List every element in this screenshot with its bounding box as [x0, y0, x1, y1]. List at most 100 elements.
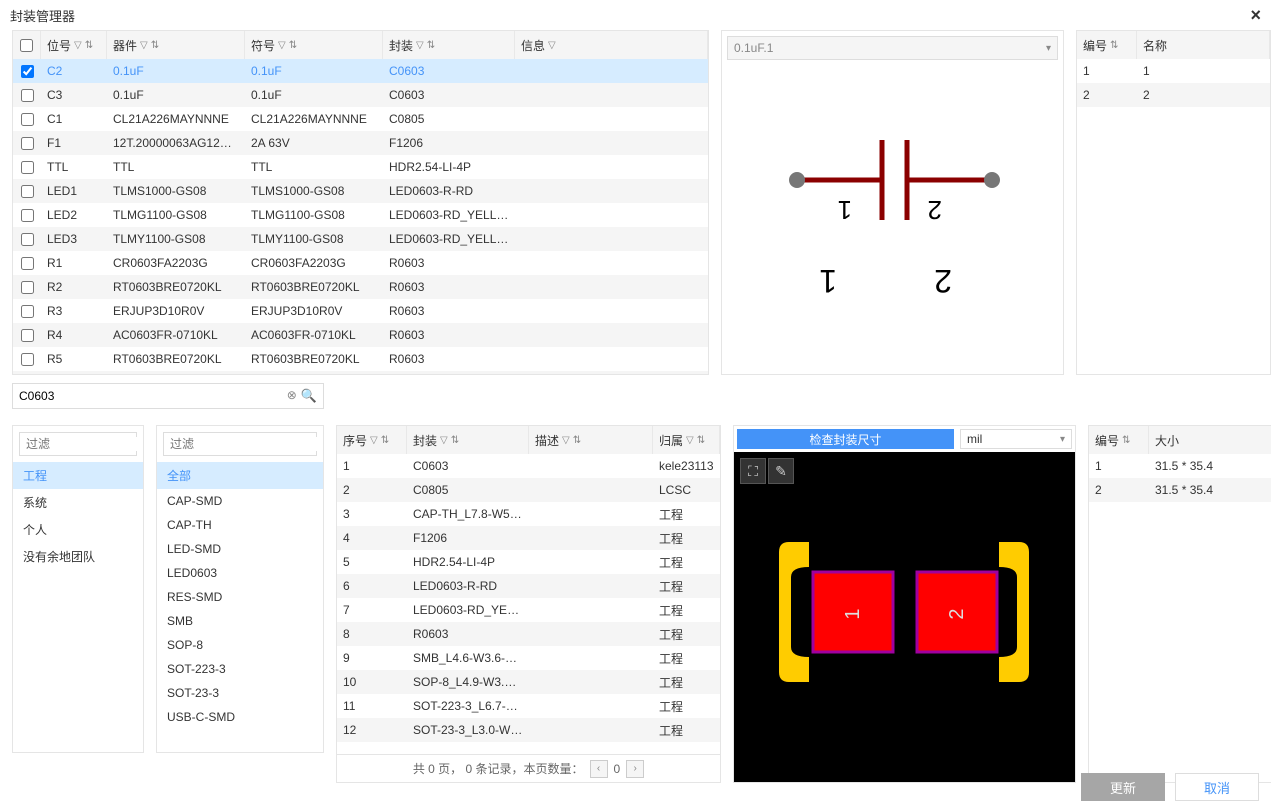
symbol-select[interactable]: 0.1uF.1 ▾: [727, 36, 1058, 60]
table-row[interactable]: C1CL21A226MAYNNNECL21A226MAYNNNEC0805: [13, 107, 708, 131]
table-row[interactable]: 4F1206工程: [337, 526, 720, 550]
table-row[interactable]: C20.1uF0.1uFC0603: [13, 59, 708, 83]
search-icon[interactable]: 🔍: [301, 388, 317, 404]
filter-input[interactable]: [170, 437, 324, 451]
list-item[interactable]: SOT-23-3: [157, 681, 323, 705]
sort-icon[interactable]: ⇅: [1122, 435, 1130, 446]
unit-select[interactable]: mil ▾: [960, 429, 1072, 449]
table-row[interactable]: 8R0603工程: [337, 622, 720, 646]
table-row[interactable]: 2C0805LCSC: [337, 478, 720, 502]
close-icon[interactable]: ×: [1250, 5, 1261, 26]
table-row[interactable]: 11: [1077, 59, 1270, 83]
select-all-checkbox[interactable]: [20, 39, 33, 52]
list-item[interactable]: 没有余地团队: [13, 543, 143, 570]
table-row[interactable]: 11SOT-223-3_L6.7-W3.工程: [337, 694, 720, 718]
col-sym[interactable]: 符号: [251, 37, 275, 54]
footprint-search[interactable]: ⊗ 🔍: [12, 383, 324, 409]
filter-icon[interactable]: ▽: [562, 435, 570, 446]
scope-filter[interactable]: 🔍: [19, 432, 137, 456]
col-pin-name[interactable]: 名称: [1143, 37, 1167, 54]
table-row[interactable]: R6ERJUP3D10R0VERJUP3D10R0VR0603: [13, 371, 708, 375]
clear-icon[interactable]: ⊗: [287, 388, 297, 404]
pager-next[interactable]: ›: [626, 760, 644, 778]
table-row[interactable]: R5RT0603BRE0720KLRT0603BRE0720KLR0603: [13, 347, 708, 371]
filter-icon[interactable]: ▽: [370, 435, 378, 446]
list-item[interactable]: SOT-223-3: [157, 657, 323, 681]
col-info[interactable]: 信息: [521, 37, 545, 54]
list-item[interactable]: 工程: [13, 462, 143, 489]
col-size[interactable]: 大小: [1155, 432, 1179, 449]
row-checkbox[interactable]: [21, 161, 34, 174]
edit-icon[interactable]: ✎: [768, 458, 794, 484]
row-checkbox[interactable]: [21, 65, 34, 78]
table-row[interactable]: 1C0603kele23113: [337, 454, 720, 478]
filter-input[interactable]: [26, 437, 144, 451]
row-checkbox[interactable]: [21, 89, 34, 102]
col-desc[interactable]: 描述: [535, 432, 559, 449]
row-checkbox[interactable]: [21, 137, 34, 150]
list-item[interactable]: 个人: [13, 516, 143, 543]
cancel-button[interactable]: 取消: [1175, 773, 1259, 801]
table-row[interactable]: 12SOT-23-3_L3.0-W1.7-工程: [337, 718, 720, 742]
col-fp[interactable]: 封装: [389, 37, 413, 54]
table-row[interactable]: TTLTTLTTLHDR2.54-LI-4P: [13, 155, 708, 179]
row-checkbox[interactable]: [21, 113, 34, 126]
table-row[interactable]: 7LED0603-RD_YELLO工程: [337, 598, 720, 622]
filter-icon[interactable]: ▽: [74, 40, 82, 51]
list-item[interactable]: USB-C-SMD: [157, 705, 323, 729]
sort-icon[interactable]: ⇅: [427, 40, 435, 51]
table-row[interactable]: 9SMB_L4.6-W3.6-LS5.工程: [337, 646, 720, 670]
col-fp[interactable]: 封装: [413, 432, 437, 449]
table-row[interactable]: R2RT0603BRE0720KLRT0603BRE0720KLR0603: [13, 275, 708, 299]
col-pin-num[interactable]: 编号: [1083, 37, 1107, 54]
sort-icon[interactable]: ⇅: [289, 40, 297, 51]
filter-icon[interactable]: ▽: [416, 40, 424, 51]
table-row[interactable]: 22: [1077, 83, 1270, 107]
list-item[interactable]: CAP-SMD: [157, 489, 323, 513]
row-checkbox[interactable]: [21, 185, 34, 198]
list-item[interactable]: RES-SMD: [157, 585, 323, 609]
table-row[interactable]: 3CAP-TH_L7.8-W5.0-P工程: [337, 502, 720, 526]
sort-icon[interactable]: ⇅: [85, 40, 93, 51]
table-row[interactable]: F112T.20000063AG12S1B2A 63VF1206: [13, 131, 708, 155]
list-item[interactable]: SOP-8: [157, 633, 323, 657]
list-item[interactable]: 系统: [13, 489, 143, 516]
fullscreen-icon[interactable]: ⛶: [740, 458, 766, 484]
category-filter[interactable]: 🔍: [163, 432, 317, 456]
table-row[interactable]: LED1TLMS1000-GS08TLMS1000-GS08LED0603-R-…: [13, 179, 708, 203]
row-checkbox[interactable]: [21, 233, 34, 246]
list-item[interactable]: LED0603: [157, 561, 323, 585]
table-row[interactable]: LED2TLMG1100-GS08TLMG1100-GS08LED0603-RD…: [13, 203, 708, 227]
list-item[interactable]: 全部: [157, 462, 323, 489]
sort-icon[interactable]: ⇅: [697, 435, 705, 446]
pager-prev[interactable]: ‹: [590, 760, 608, 778]
row-checkbox[interactable]: [21, 329, 34, 342]
sort-icon[interactable]: ⇅: [573, 435, 581, 446]
update-button[interactable]: 更新: [1081, 773, 1165, 801]
table-row[interactable]: 131.5 * 35.4: [1089, 454, 1271, 478]
row-checkbox[interactable]: [21, 257, 34, 270]
col-dev[interactable]: 器件: [113, 37, 137, 54]
table-row[interactable]: R4AC0603FR-0710KLAC0603FR-0710KLR0603: [13, 323, 708, 347]
sort-icon[interactable]: ⇅: [381, 435, 389, 446]
table-row[interactable]: 6LED0603-R-RD工程: [337, 574, 720, 598]
row-checkbox[interactable]: [21, 209, 34, 222]
filter-icon[interactable]: ▽: [440, 435, 448, 446]
filter-icon[interactable]: ▽: [548, 40, 556, 51]
row-checkbox[interactable]: [21, 305, 34, 318]
sort-icon[interactable]: ⇅: [451, 435, 459, 446]
table-row[interactable]: LED3TLMY1100-GS08TLMY1100-GS08LED0603-RD…: [13, 227, 708, 251]
search-input[interactable]: [19, 389, 287, 403]
list-item[interactable]: SMB: [157, 609, 323, 633]
filter-icon[interactable]: ▽: [140, 40, 148, 51]
table-row[interactable]: R1CR0603FA2203GCR0603FA2203GR0603: [13, 251, 708, 275]
sort-icon[interactable]: ⇅: [1110, 40, 1118, 51]
list-item[interactable]: CAP-TH: [157, 513, 323, 537]
filter-icon[interactable]: ▽: [686, 435, 694, 446]
row-checkbox[interactable]: [21, 281, 34, 294]
col-seq[interactable]: 序号: [343, 432, 367, 449]
filter-icon[interactable]: ▽: [278, 40, 286, 51]
table-row[interactable]: R3ERJUP3D10R0VERJUP3D10R0VR0603: [13, 299, 708, 323]
col-size-num[interactable]: 编号: [1095, 432, 1119, 449]
col-owner[interactable]: 归属: [659, 432, 683, 449]
